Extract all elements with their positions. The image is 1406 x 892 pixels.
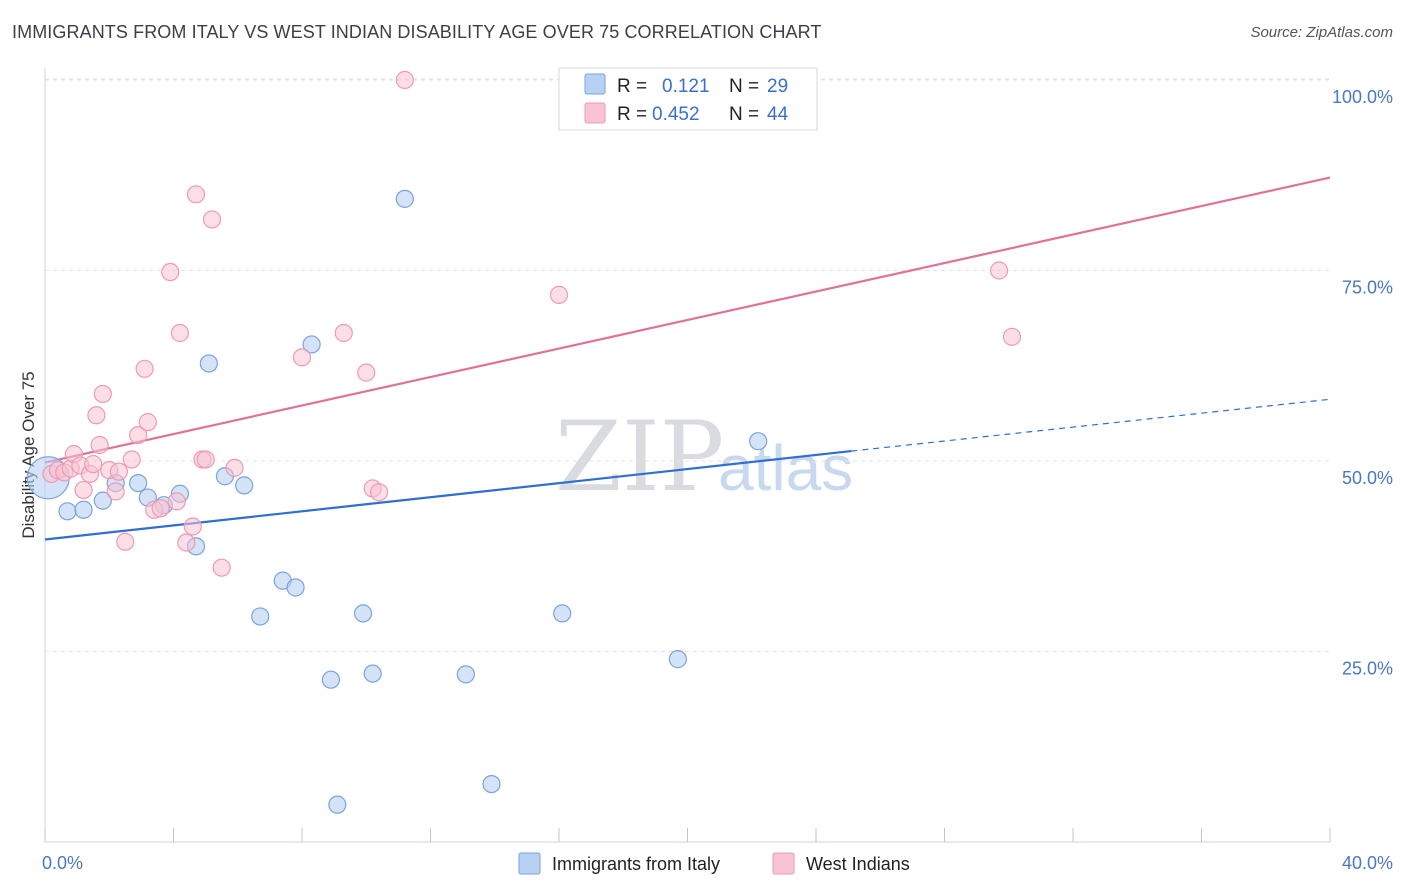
legend-italy-n-label: N = bbox=[729, 76, 759, 97]
x-tick-label-1: 40.0% bbox=[1342, 853, 1393, 873]
point-italy-16 bbox=[302, 335, 321, 354]
legend-swatch-italy bbox=[584, 73, 606, 95]
point-west-indians-30 bbox=[202, 210, 222, 229]
watermark-zip: ZIP bbox=[555, 401, 724, 513]
y-tick-label-0: 25.0% bbox=[1342, 659, 1393, 679]
point-italy-15 bbox=[286, 578, 305, 597]
trend-lines bbox=[44, 176, 1331, 541]
gridlines bbox=[45, 78, 1330, 652]
legend-italy-n-value: 29 bbox=[767, 76, 788, 97]
source-credit: Source: ZipAtlas.com bbox=[1250, 24, 1393, 41]
point-west-indians-17 bbox=[129, 425, 148, 445]
point-italy-3 bbox=[93, 491, 112, 510]
bottom-legend-swatch-italy bbox=[518, 852, 541, 875]
point-west-indians-11 bbox=[93, 384, 112, 404]
point-west-indians-13 bbox=[106, 482, 125, 501]
point-west-indians-15 bbox=[116, 532, 135, 551]
bottom-legend-west-indians: West Indians bbox=[806, 854, 910, 874]
point-west-indians-14 bbox=[109, 462, 128, 481]
legend-italy-r-label: R = bbox=[617, 76, 647, 97]
point-west-indians-22 bbox=[161, 262, 180, 282]
point-west-indians-34 bbox=[334, 323, 353, 343]
point-west-indians-25 bbox=[177, 533, 196, 552]
point-italy-5 bbox=[129, 473, 148, 493]
watermark-atlas: atlas bbox=[718, 432, 853, 504]
point-west-indians-26 bbox=[183, 517, 202, 536]
point-west-indians-32 bbox=[225, 458, 244, 477]
point-west-indians-41 bbox=[1002, 327, 1022, 346]
point-west-indians-40 bbox=[990, 261, 1009, 280]
trend-line-italy bbox=[44, 450, 852, 541]
point-west-indians-37 bbox=[370, 483, 389, 502]
point-italy-27 bbox=[668, 650, 687, 669]
point-west-indians-35 bbox=[357, 363, 376, 382]
bottom-legend-swatch-west-indians bbox=[772, 852, 795, 875]
x-tick-labels: 0.0% 40.0% bbox=[42, 853, 1393, 873]
point-west-indians-10 bbox=[90, 435, 109, 455]
point-italy-18 bbox=[328, 795, 347, 814]
point-italy-20 bbox=[363, 664, 382, 683]
bottom-legend-italy: Immigrants from Italy bbox=[552, 854, 720, 874]
series-west-indians-points bbox=[42, 70, 1022, 577]
point-west-indians-27 bbox=[186, 185, 206, 204]
point-italy-17 bbox=[321, 670, 341, 689]
point-west-indians-18 bbox=[135, 359, 154, 378]
legend-west-indians-n-value: 44 bbox=[767, 104, 789, 125]
series-legend: Immigrants from Italy West Indians bbox=[518, 852, 910, 875]
legend-italy-r-value: 0.121 bbox=[662, 76, 710, 97]
y-tick-labels: 25.0% 50.0% 75.0% 100.0% bbox=[1332, 87, 1393, 679]
point-italy-12 bbox=[235, 476, 254, 495]
point-italy-21 bbox=[395, 189, 414, 208]
axes bbox=[44, 68, 1331, 843]
point-italy-22 bbox=[456, 665, 475, 684]
point-west-indians-19 bbox=[138, 413, 157, 432]
point-italy-23 bbox=[482, 774, 501, 794]
point-west-indians-16 bbox=[122, 450, 141, 469]
point-west-indians-38 bbox=[395, 70, 414, 90]
y-tick-label-2: 75.0% bbox=[1342, 278, 1393, 298]
point-west-indians-33 bbox=[292, 348, 312, 367]
point-italy-10 bbox=[199, 354, 218, 373]
point-west-indians-6 bbox=[74, 480, 93, 500]
y-tick-label-1: 50.0% bbox=[1342, 468, 1393, 488]
stats-legend: R = 0.121 N = 29 R = 0.452 N = 44 bbox=[558, 67, 818, 131]
point-italy-24 bbox=[553, 604, 572, 623]
x-tick-label-0: 0.0% bbox=[42, 853, 83, 873]
point-west-indians-9 bbox=[87, 406, 106, 425]
legend-west-indians-r-label: R = bbox=[617, 104, 647, 125]
point-west-indians-24 bbox=[170, 323, 190, 343]
point-west-indians-8 bbox=[84, 454, 103, 474]
point-italy-13 bbox=[251, 607, 270, 626]
point-west-indians-23 bbox=[167, 492, 186, 511]
point-italy-28 bbox=[749, 432, 768, 451]
point-italy-19 bbox=[353, 604, 373, 623]
legend-west-indians-r-value: 0.452 bbox=[652, 104, 700, 125]
point-west-indians-21 bbox=[151, 499, 170, 518]
y-tick-label-3: 100.0% bbox=[1332, 87, 1393, 107]
trend-line-west-indians bbox=[44, 176, 1331, 464]
legend-swatch-west-indians bbox=[584, 102, 606, 124]
point-west-indians-39 bbox=[549, 285, 569, 304]
point-west-indians-29 bbox=[196, 450, 215, 469]
point-italy-1 bbox=[58, 502, 77, 521]
trend-line-italy-extrapolated bbox=[851, 398, 1331, 452]
legend-west-indians-n-label: N = bbox=[729, 104, 759, 125]
y-axis-label: Disability Age Over 75 bbox=[19, 371, 38, 538]
point-italy-2 bbox=[74, 500, 93, 519]
chart-title: IMMIGRANTS FROM ITALY VS WEST INDIAN DIS… bbox=[12, 22, 822, 42]
point-west-indians-31 bbox=[212, 558, 231, 577]
